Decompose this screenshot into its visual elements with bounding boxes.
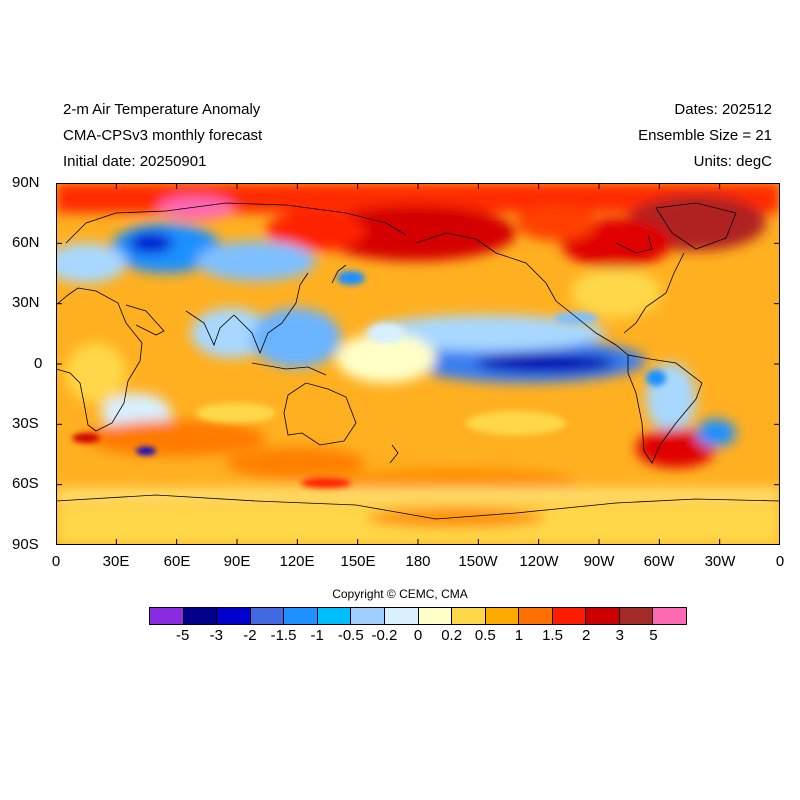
colorbar-label: -0.2: [371, 627, 398, 644]
colorbar-swatch: [519, 608, 553, 624]
lat-label-60s: 60S: [12, 475, 39, 492]
info-block: Dates: 202512 Ensemble Size = 21 Units: …: [638, 97, 772, 175]
lon-label-60w: 60W: [643, 553, 675, 570]
lat-label-30s: 30S: [12, 415, 39, 432]
lon-label-150w: 150W: [458, 553, 498, 570]
colorbar-label: 0.2: [441, 627, 463, 644]
map-canvas: [56, 183, 780, 545]
lat-label-90n: 90N: [12, 174, 40, 191]
title-line-1: 2-m Air Temperature Anomaly: [63, 101, 261, 118]
lon-label-30w: 30W: [704, 553, 736, 570]
colorbar-swatch: [250, 608, 285, 624]
colorbar-swatch: [586, 608, 620, 624]
coastlines: [56, 202, 780, 520]
info-line-2: Ensemble Size = 21: [638, 127, 772, 144]
lon-label-120e: 120E: [279, 553, 315, 570]
lon-label-180: 180: [405, 553, 431, 570]
title-block: 2-m Air Temperature Anomaly CMA-CPSv3 mo…: [63, 97, 262, 175]
colorbar-label: -1.5: [270, 627, 297, 644]
colorbar-swatch: [552, 608, 587, 624]
colorbar-swatch: [217, 608, 251, 624]
lat-label-0: 0: [34, 355, 43, 372]
lon-label-90w: 90W: [583, 553, 615, 570]
info-line-1: Dates: 202512: [674, 101, 772, 118]
lat-label-30n: 30N: [12, 294, 40, 311]
lat-label-60n: 60N: [12, 234, 40, 251]
lon-label-150e: 150E: [340, 553, 376, 570]
title-line-2: CMA-CPSv3 monthly forecast: [63, 127, 263, 144]
colorbar-label: -1: [310, 627, 324, 644]
lon-label-0-end: 0: [775, 553, 785, 570]
colorbar-label: 2: [581, 627, 591, 644]
colorbar-swatch: [183, 608, 218, 624]
colorbar: [149, 607, 687, 625]
colorbar-swatch: [150, 608, 184, 624]
colorbar-swatch: [619, 608, 654, 624]
colorbar-swatch: [351, 608, 385, 624]
colorbar-label: -2: [243, 627, 257, 644]
colorbar-swatch: [418, 608, 453, 624]
colorbar-label: 1.5: [542, 627, 563, 644]
colorbar-label: -0.5: [337, 627, 364, 644]
info-line-3: Units: degC: [693, 153, 772, 170]
colorbar-label: 0.5: [474, 627, 496, 644]
colorbar-swatch: [284, 608, 318, 624]
colorbar-swatch: [452, 608, 486, 624]
colorbar-swatch: [317, 608, 352, 624]
map-ticks: [56, 183, 780, 545]
lat-label-90s: 90S: [12, 536, 39, 553]
copyright-text: Copyright © CEMC, CMA: [332, 587, 468, 601]
anomaly-map: [56, 183, 780, 545]
colorbar-swatch: [653, 608, 686, 624]
colorbar-label: 3: [615, 627, 624, 644]
colorbar-label: 5: [649, 627, 658, 644]
colorbar-label: 1: [514, 627, 524, 644]
colorbar-label: -3: [209, 627, 223, 644]
title-line-3: Initial date: 20250901: [63, 153, 207, 170]
colorbar-label: 0: [413, 627, 423, 644]
colorbar-swatch: [384, 608, 419, 624]
lon-label-30e: 30E: [102, 553, 130, 570]
colorbar-swatch: [485, 608, 520, 624]
colorbar-label: -5: [175, 627, 190, 644]
lon-label-120w: 120W: [519, 553, 559, 570]
lon-label-0: 0: [51, 553, 61, 570]
anomaly-detail: [72, 271, 666, 488]
lon-label-90e: 90E: [223, 553, 251, 570]
lon-label-60e: 60E: [163, 553, 191, 570]
